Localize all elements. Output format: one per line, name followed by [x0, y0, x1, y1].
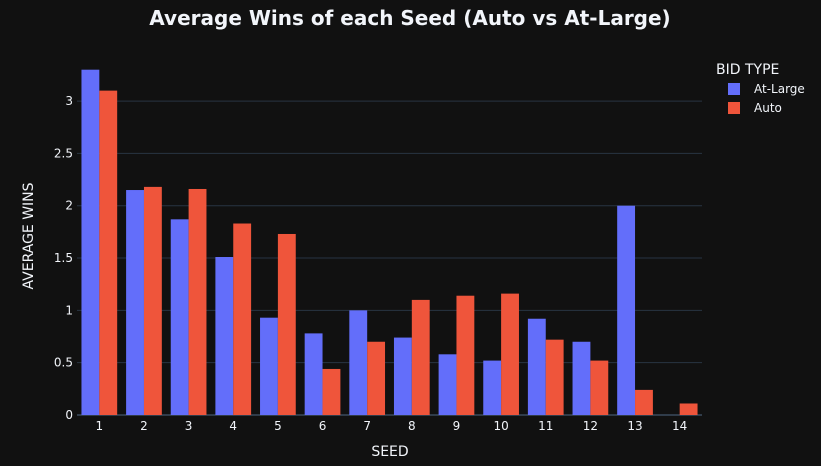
- y-tick-label: 1: [65, 303, 73, 317]
- x-tick-label: 5: [274, 419, 282, 433]
- bar-auto-seed-7[interactable]: [367, 341, 386, 415]
- bar-auto-seed-13[interactable]: [635, 389, 653, 415]
- y-tick-label: 0: [65, 408, 73, 422]
- bar-at-large-seed-10[interactable]: [483, 360, 502, 415]
- x-tick-label: 3: [185, 419, 193, 433]
- y-tick-label: 1.5: [54, 251, 73, 265]
- legend-swatch: [728, 102, 740, 114]
- bar-at-large-seed-7[interactable]: [349, 310, 368, 415]
- y-axis-label: AVERAGE WINS: [21, 182, 37, 289]
- x-tick-label: 4: [229, 419, 237, 433]
- x-tick-label: 13: [627, 419, 642, 433]
- x-tick-label: 6: [319, 419, 327, 433]
- bar-auto-seed-8[interactable]: [411, 299, 430, 415]
- legend-label: At-Large: [754, 82, 805, 96]
- legend-swatch: [728, 83, 740, 95]
- x-tick-label: 10: [493, 419, 508, 433]
- bar-at-large-seed-2[interactable]: [126, 190, 144, 415]
- bar-auto-seed-11[interactable]: [545, 339, 564, 415]
- bar-auto-seed-14[interactable]: [679, 403, 698, 415]
- bar-auto-seed-1[interactable]: [99, 90, 118, 415]
- legend-item-auto[interactable]: Auto: [728, 101, 782, 115]
- y-tick-labels: 0 0.5 1 1.5 2 2.5 3: [54, 94, 73, 422]
- legend-items: At-Large Auto: [728, 82, 805, 115]
- bar-at-large-seed-5[interactable]: [260, 317, 278, 415]
- x-tick-labels: 1 2 3 4 5 6 7 8 9 10 11 12 13 14: [96, 419, 688, 433]
- bars: [81, 69, 698, 416]
- x-tick-label: 11: [538, 419, 553, 433]
- bar-at-large-seed-4[interactable]: [215, 256, 234, 415]
- x-tick-label: 8: [408, 419, 416, 433]
- y-tick-label: 2.5: [54, 146, 73, 160]
- y-tick-label: 0.5: [54, 356, 73, 370]
- bar-auto-seed-5[interactable]: [277, 233, 296, 415]
- bar-at-large-seed-12[interactable]: [572, 341, 591, 415]
- bar-auto-seed-2[interactable]: [143, 186, 162, 415]
- legend-label: Auto: [754, 101, 782, 115]
- x-axis-label: SEED: [371, 444, 408, 460]
- bar-auto-seed-3[interactable]: [188, 188, 207, 415]
- y-tick-label: 2: [65, 199, 73, 213]
- bar-auto-seed-6[interactable]: [322, 368, 341, 415]
- bar-at-large-seed-8[interactable]: [393, 337, 412, 415]
- bar-at-large-seed-9[interactable]: [438, 354, 457, 415]
- bar-auto-seed-10[interactable]: [501, 293, 519, 415]
- bar-auto-seed-4[interactable]: [233, 223, 252, 415]
- bar-auto-seed-9[interactable]: [456, 295, 475, 415]
- bar-at-large-seed-1[interactable]: [81, 69, 100, 416]
- x-tick-label: 1: [96, 419, 104, 433]
- legend-title: BID TYPE: [716, 62, 779, 78]
- bar-at-large-seed-11[interactable]: [527, 318, 546, 415]
- y-tick-label: 3: [65, 94, 73, 108]
- bar-at-large-seed-6[interactable]: [304, 333, 323, 415]
- legend: BID TYPE At-Large Auto: [716, 62, 805, 115]
- x-tick-label: 12: [583, 419, 598, 433]
- x-tick-label: 9: [453, 419, 461, 433]
- chart-title: Average Wins of each Seed (Auto vs At-La…: [149, 6, 670, 30]
- bar-auto-seed-12[interactable]: [590, 360, 609, 415]
- x-tick-label: 14: [672, 419, 687, 433]
- x-tick-label: 7: [363, 419, 371, 433]
- x-tick-label: 2: [140, 419, 148, 433]
- legend-item-at-large[interactable]: At-Large: [728, 82, 805, 96]
- bar-at-large-seed-13[interactable]: [617, 205, 636, 415]
- bar-at-large-seed-3[interactable]: [170, 219, 189, 415]
